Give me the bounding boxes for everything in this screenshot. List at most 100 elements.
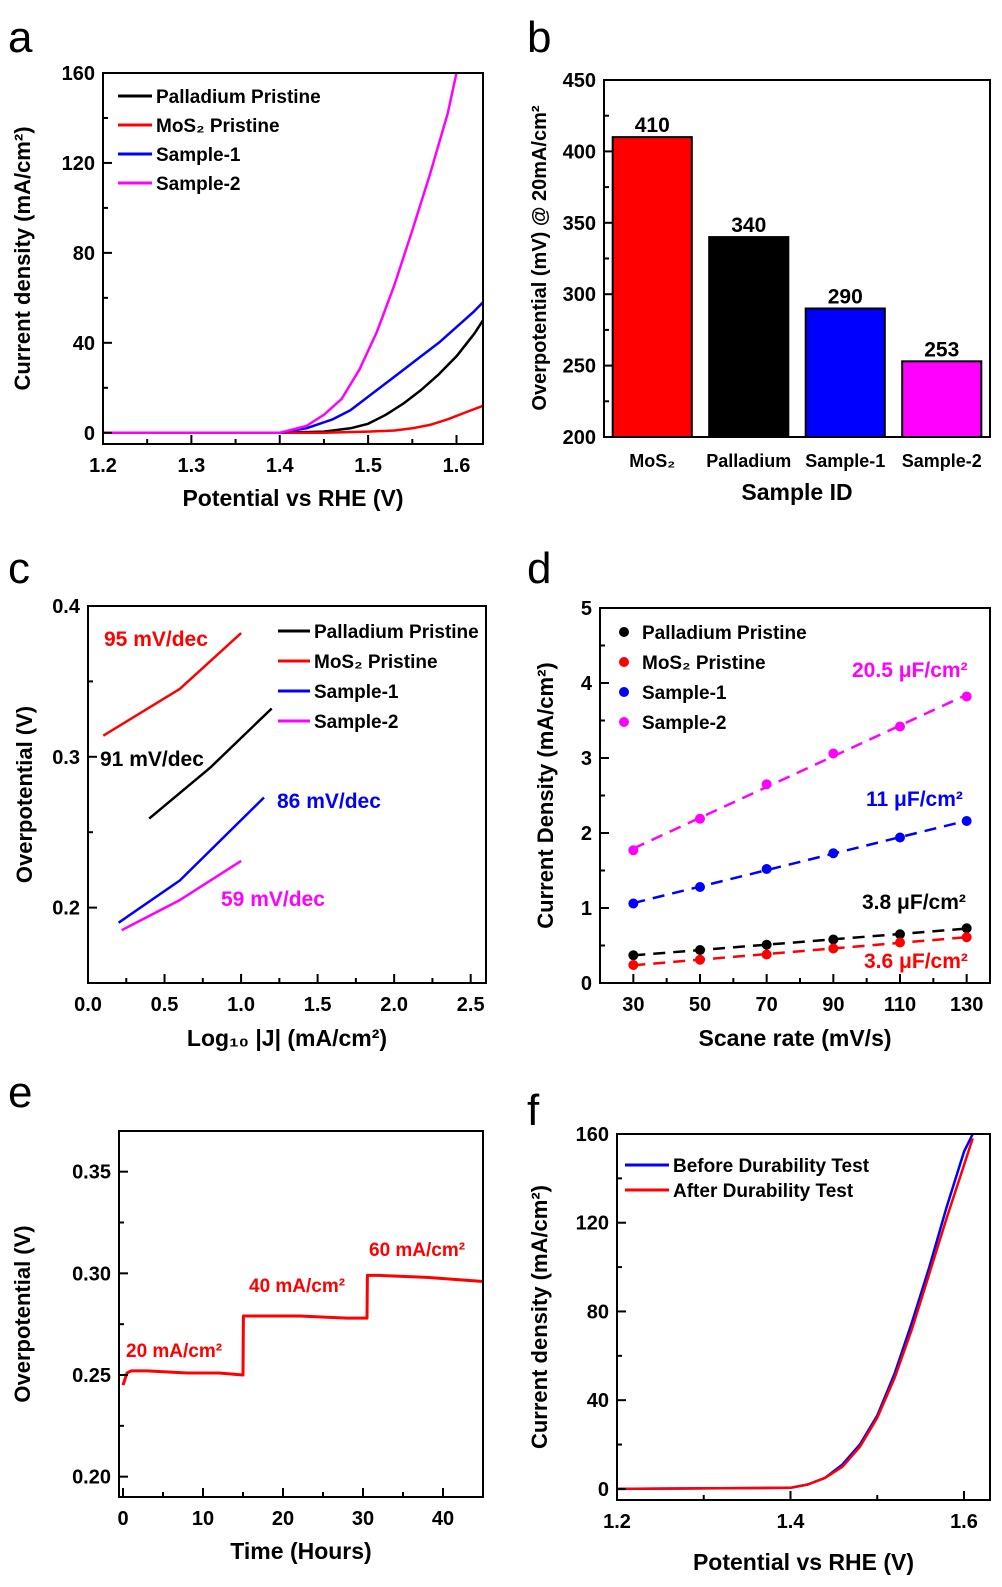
x-tick-label: 1.5	[304, 994, 332, 1016]
bar-data-label: 340	[731, 214, 766, 237]
fit-line	[633, 927, 967, 957]
legend-label: Palladium Pristine	[156, 87, 321, 108]
legend-marker	[619, 627, 629, 637]
data-point	[695, 954, 705, 965]
bar-data-label: 253	[924, 338, 959, 361]
x-tick-label: 70	[756, 994, 778, 1016]
series-line	[121, 1273, 484, 1386]
data-point	[895, 937, 905, 948]
y-tick-label: 4	[581, 673, 593, 695]
data-point	[828, 934, 839, 945]
y-tick-label: 120	[576, 1213, 609, 1235]
data-point	[695, 813, 705, 824]
y-tick-label: 0.4	[52, 596, 81, 618]
bar	[708, 236, 790, 438]
legend-label: MoS₂ Pristine	[314, 652, 438, 673]
data-point	[961, 923, 972, 934]
y-tick-label: 0	[581, 973, 592, 995]
x-tick-label: MoS₂	[629, 451, 675, 471]
x-tick-label: 20	[272, 1508, 294, 1530]
data-point	[761, 949, 772, 960]
y-tick-label: 80	[73, 243, 95, 265]
data-point	[895, 832, 905, 843]
y-axis-label: Current Density (mA/cm²)	[533, 662, 558, 928]
y-tick-label: 350	[563, 213, 596, 235]
legend-marker	[619, 687, 629, 697]
y-tick-label: 0.20	[72, 1467, 111, 1489]
data-point	[961, 691, 972, 702]
y-tick-label: 2	[581, 823, 592, 845]
x-tick-label: 90	[822, 994, 844, 1016]
y-tick-label: 0.30	[72, 1263, 111, 1285]
fit-line	[632, 693, 968, 850]
y-tick-label: 1	[581, 898, 592, 920]
x-tick-label: 30	[352, 1508, 374, 1530]
current-step-label: 40 mA/cm²	[249, 1276, 345, 1297]
plot-frame-c	[87, 605, 487, 984]
data-point	[895, 929, 905, 940]
slope-annotation: 91 mV/dec	[100, 748, 204, 771]
y-tick-label: 5	[581, 598, 592, 620]
capacitance-label: 20.5 μF/cm²	[852, 659, 968, 682]
capacitance-label: 3.6 μF/cm²	[864, 950, 968, 973]
current-step-label: 20 mA/cm²	[126, 1341, 222, 1362]
data-point	[828, 943, 839, 954]
x-tick-label: 1.6	[950, 1511, 978, 1533]
y-axis-label: Overpotential (V)	[12, 706, 37, 883]
x-tick-label: 40	[432, 1508, 454, 1530]
y-tick-label: 0.3	[52, 747, 80, 769]
x-tick-label: 1.6	[443, 455, 471, 477]
legend-label: Sample-1	[642, 683, 727, 704]
panel-letter: e	[8, 1068, 32, 1117]
y-tick-label: 450	[563, 70, 596, 92]
bar-data-label: 410	[635, 114, 670, 137]
x-tick-label: 10	[192, 1508, 214, 1530]
y-axis-label: Current density (mA/cm²)	[527, 1185, 552, 1449]
data-point	[628, 845, 639, 856]
x-tick-label: Sample-1	[805, 451, 885, 471]
data-point	[961, 932, 972, 943]
data-point	[895, 721, 905, 732]
bar	[901, 360, 983, 439]
x-tick-label: 1.4	[777, 1511, 806, 1533]
x-axis-label: Potential vs RHE (V)	[182, 485, 403, 511]
series-line	[121, 859, 242, 932]
y-tick-label: 200	[563, 427, 596, 449]
fit-line	[633, 819, 967, 905]
legend-label: After Durability Test	[673, 1181, 854, 1202]
legend-label: Sample-1	[314, 682, 399, 703]
y-tick-label: 80	[587, 1301, 609, 1323]
panel-letter: c	[8, 544, 30, 593]
y-tick-label: 0	[598, 1479, 609, 1501]
legend-label: MoS₂ Pristine	[642, 653, 766, 674]
capacitance-label: 11 μF/cm²	[866, 788, 963, 811]
x-tick-label: 2.0	[380, 994, 408, 1016]
series-line	[117, 796, 265, 924]
y-tick-label: 0.25	[72, 1365, 111, 1387]
legend-label: Sample-2	[156, 174, 240, 195]
x-tick-label: 0.0	[74, 994, 102, 1016]
data-point	[761, 939, 772, 950]
x-tick-label: 1.2	[89, 455, 117, 477]
x-tick-label: 50	[689, 994, 711, 1016]
y-axis-label: Overpotential (mV) @ 20mA/cm²	[529, 105, 551, 410]
legend-label: Sample-1	[156, 145, 241, 166]
series-line	[102, 632, 242, 737]
y-tick-label: 40	[587, 1390, 609, 1412]
x-axis-label: Log₁₀ |J| (mA/cm²)	[187, 1025, 387, 1051]
slope-annotation: 86 mV/dec	[277, 790, 381, 813]
x-axis-label: Time (Hours)	[230, 1538, 371, 1564]
data-point	[628, 898, 639, 909]
x-tick-label: 1.0	[227, 994, 255, 1016]
series-line	[103, 72, 458, 435]
legend-label: MoS₂ Pristine	[156, 116, 280, 137]
series-line	[103, 301, 484, 435]
data-point	[628, 950, 639, 961]
legend-label: Palladium Pristine	[314, 622, 479, 643]
y-tick-label: 300	[563, 284, 596, 306]
x-tick-label: 2.5	[457, 994, 485, 1016]
series-line	[616, 1138, 974, 1491]
legend-marker	[619, 657, 629, 667]
x-tick-label: 1.3	[177, 455, 205, 477]
